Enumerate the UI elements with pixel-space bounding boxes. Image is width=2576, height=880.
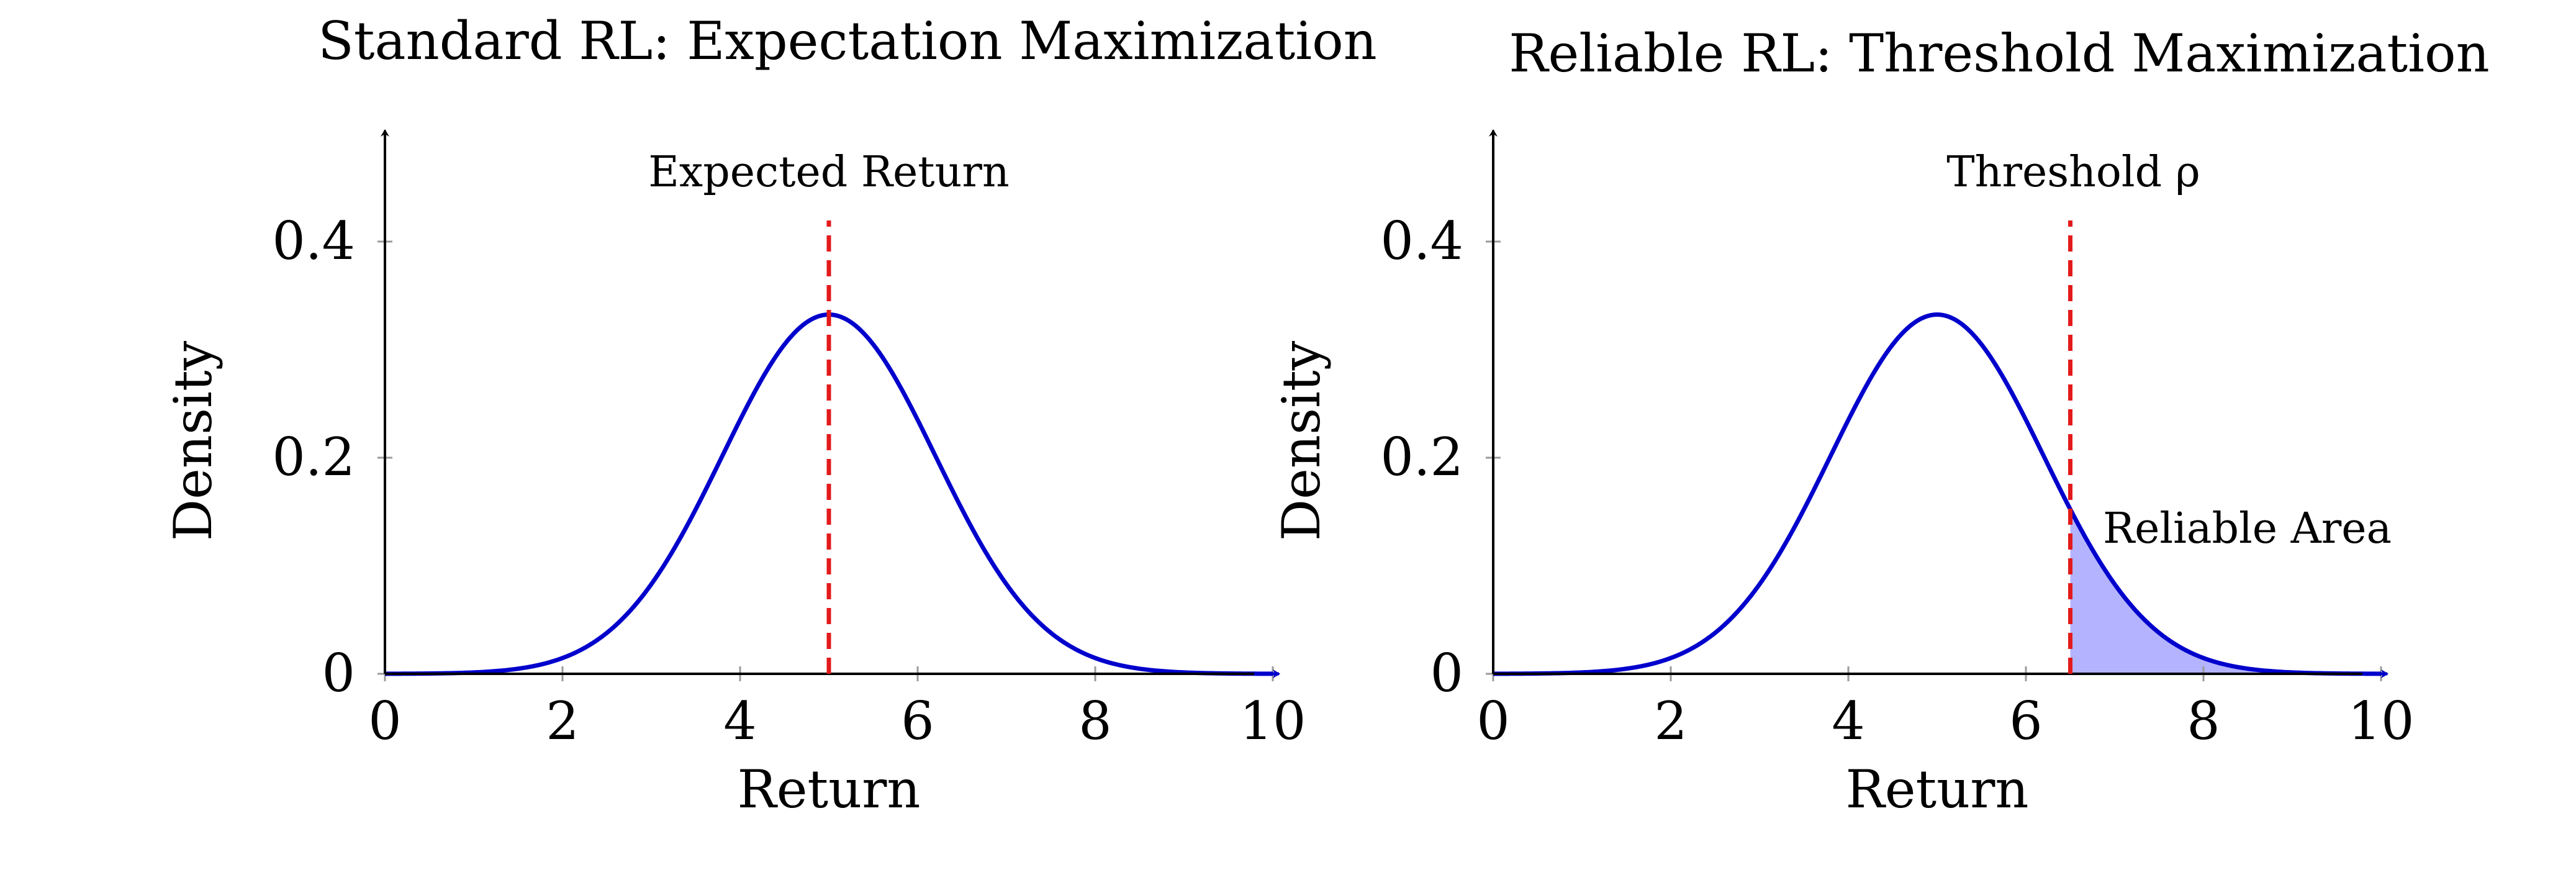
- reliable-area-label: Reliable Area: [2103, 504, 2392, 553]
- chart-standard-rl: 0 2 4 6 8 10 0 0.2 0.4 Return Density Standard RL: …: [163, 11, 1377, 820]
- x-tick-label: 6: [2009, 691, 2042, 751]
- x-tick-label: 10: [2348, 691, 2415, 751]
- y-tick-label: 0: [322, 643, 355, 704]
- x-tick-label: 0: [368, 691, 401, 751]
- x-tick-label: 4: [1832, 691, 1864, 751]
- x-tick-label: 2: [1654, 691, 1687, 751]
- x-tick-label: 8: [1078, 691, 1111, 751]
- chart-reliable-rl: 0 2 4 6 8 10 0 0.2 0.4 Return Density Reliable RL: …: [1271, 23, 2490, 820]
- x-tick-label: 4: [723, 691, 756, 751]
- y-tick-label: 0.2: [272, 427, 355, 488]
- x-tick-label: 0: [1476, 691, 1509, 751]
- y-tick-label: 0.2: [1380, 427, 1463, 488]
- x-tick-label: 2: [546, 691, 579, 751]
- chart-title: Standard RL: Expectation Maximization: [318, 11, 1377, 71]
- reference-line-label: Expected Return: [648, 148, 1009, 197]
- x-tick-label: 10: [1240, 691, 1306, 751]
- chart-title: Reliable RL: Threshold Maximization: [1509, 23, 2489, 84]
- x-axis-label: Return: [1845, 759, 2028, 820]
- y-axis-label: Density: [1271, 340, 1332, 541]
- y-tick-label: 0: [1430, 643, 1463, 704]
- reference-line-label: Threshold ρ: [1946, 148, 2200, 197]
- y-tick-label: 0.4: [1380, 211, 1463, 271]
- reliable-area-shade: [2070, 509, 2381, 674]
- x-tick-label: 6: [901, 691, 934, 751]
- x-tick-label: 8: [2187, 691, 2220, 751]
- density-curve: [1493, 312, 2382, 676]
- x-axis-label: Return: [737, 759, 920, 820]
- y-tick-label: 0.4: [272, 211, 355, 271]
- y-axis-label: Density: [163, 340, 224, 541]
